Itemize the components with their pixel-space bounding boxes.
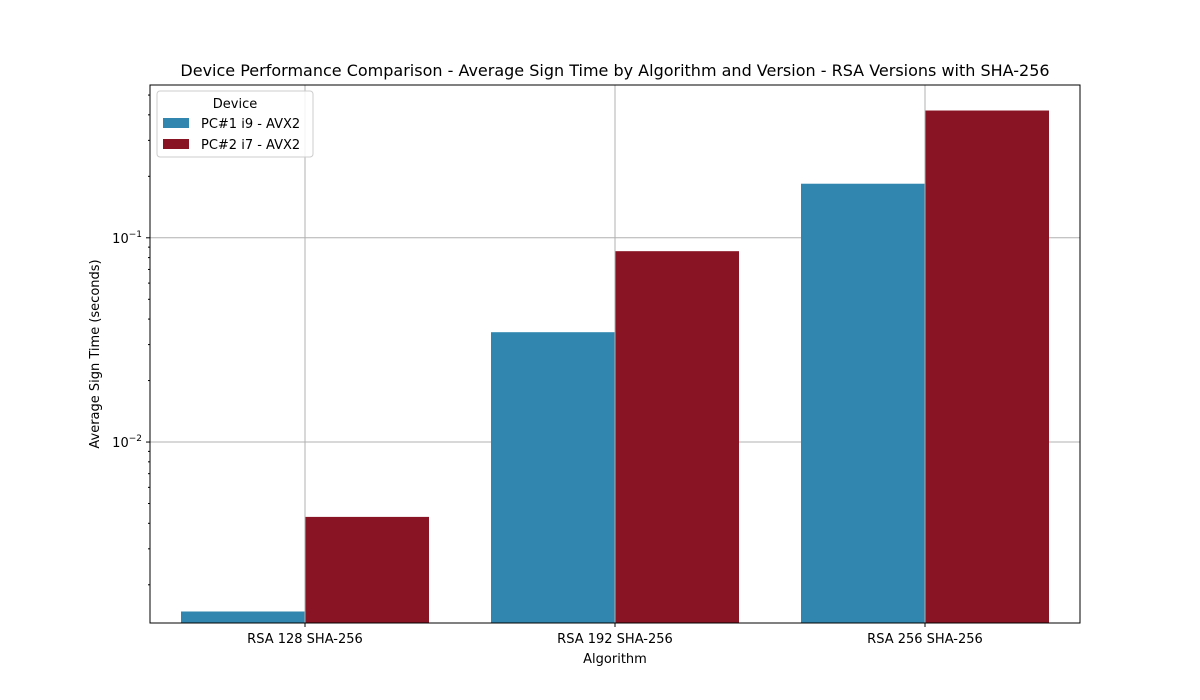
- x-tick-label: RSA 128 SHA-256: [247, 632, 363, 647]
- bar-pc1-0: [181, 611, 305, 623]
- bar-pc2-0: [305, 516, 429, 623]
- chart-title: Device Performance Comparison - Average …: [180, 61, 1049, 80]
- axis-layer: RSA 128 SHA-256 RSA 192 SHA-256 RSA 256 SH…: [112, 84, 1081, 647]
- bar-layer: [181, 85, 1049, 624]
- bar-pc1-1: [491, 332, 615, 623]
- legend-swatch-pc2: [163, 139, 189, 149]
- legend-label-pc2: PC#2 i7 - AVX2: [201, 138, 300, 153]
- x-tick-label: RSA 256 SHA-256: [867, 632, 983, 647]
- legend: Device PC#1 i9 - AVX2 PC#2 i7 - AVX2: [156, 90, 314, 158]
- y-tick-label: 10−1: [112, 230, 142, 247]
- legend-swatch-pc1: [163, 118, 189, 128]
- bar-pc2-2: [925, 110, 1049, 624]
- bar-pc1-2: [801, 183, 925, 623]
- legend-frame: [156, 90, 314, 158]
- bar-pc2-1: [615, 251, 739, 623]
- y-axis-label: Average Sign Time (seconds): [88, 259, 103, 448]
- legend-label-pc1: PC#1 i9 - AVX2: [201, 117, 300, 132]
- x-axis-label: Algorithm: [583, 652, 647, 667]
- y-tick-label: 10−2: [112, 434, 142, 451]
- x-tick-label: RSA 192 SHA-256: [557, 632, 673, 647]
- legend-title: Device: [213, 97, 257, 112]
